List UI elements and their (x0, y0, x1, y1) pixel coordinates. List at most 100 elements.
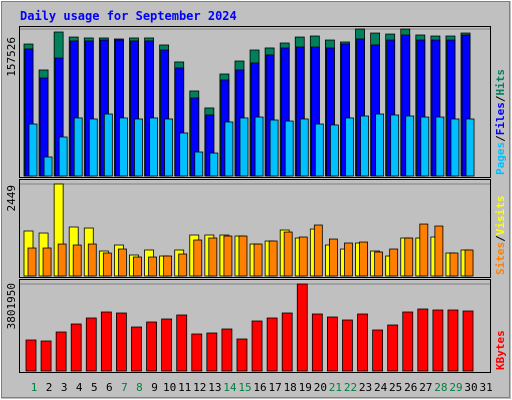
bar (465, 118, 475, 177)
x-tick-label: 30 (464, 381, 477, 394)
bar (236, 338, 248, 372)
bar (164, 118, 174, 177)
bar (357, 313, 368, 372)
bar (326, 316, 338, 372)
bar (417, 308, 429, 372)
legend-entry: Visits (494, 196, 507, 236)
x-tick-label: 31 (479, 381, 492, 394)
x-tick-label: 11 (178, 381, 191, 394)
bar (103, 113, 113, 177)
bar (43, 156, 53, 177)
bar (88, 118, 98, 177)
x-tick-label: 3 (61, 381, 68, 394)
bar (176, 314, 188, 372)
x-tick-label: 8 (136, 381, 143, 394)
legend: Pages/Files/Hits (494, 69, 507, 175)
bar (27, 247, 37, 277)
bar (73, 117, 83, 177)
x-tick-label: 18 (284, 381, 297, 394)
bar (435, 116, 445, 177)
bar (118, 248, 127, 277)
bar (178, 253, 188, 277)
bar (345, 117, 354, 177)
x-tick-label: 13 (208, 381, 221, 394)
y-tick-label: 2449 (5, 185, 18, 212)
bar (58, 136, 68, 177)
bar (131, 326, 142, 372)
x-tick-label: 23 (359, 381, 372, 394)
bar (179, 132, 189, 177)
bar (299, 118, 309, 177)
bar (40, 340, 52, 372)
x-tick-label: 4 (76, 381, 83, 394)
bar (133, 256, 142, 277)
bar (191, 333, 203, 372)
x-tick-label: 24 (374, 381, 388, 394)
bar (209, 152, 219, 177)
x-tick-label: 20 (314, 381, 327, 394)
x-tick-label: 25 (389, 381, 402, 394)
bar (254, 116, 264, 177)
bar (402, 311, 414, 372)
bar (314, 123, 324, 177)
bar (206, 332, 218, 372)
bar (387, 324, 399, 372)
bar (268, 240, 278, 277)
legend-separator: / (494, 135, 507, 142)
bar (87, 243, 97, 277)
bar (251, 320, 263, 372)
x-tick-label: 7 (121, 381, 128, 394)
bar (311, 313, 323, 372)
bar (405, 115, 415, 177)
bar (193, 239, 203, 277)
chart-title: Daily usage for September 2024 (20, 9, 237, 23)
x-tick-label: 5 (91, 381, 98, 394)
x-tick-label: 6 (106, 381, 113, 394)
bar (28, 123, 38, 177)
bar (148, 256, 157, 277)
bar (238, 235, 248, 277)
bar (194, 151, 204, 177)
x-tick-label: 2 (46, 381, 53, 394)
legend-entry: Hits (494, 69, 507, 96)
x-tick-label: 22 (344, 381, 357, 394)
legend-entry: KBytes (494, 330, 507, 370)
bar (359, 241, 368, 277)
bar (269, 119, 279, 177)
bar (134, 118, 143, 177)
bar (450, 118, 460, 177)
bar (149, 117, 158, 177)
x-tick-label: 21 (329, 381, 342, 394)
x-tick-label: 14 (223, 381, 237, 394)
bar (390, 114, 400, 177)
bar (281, 312, 293, 372)
bar (342, 319, 353, 372)
bar (329, 124, 339, 177)
bar (102, 252, 112, 277)
bar (374, 251, 384, 277)
x-tick-label: 1 (31, 381, 38, 394)
bar (284, 120, 294, 177)
legend-entry: Pages (494, 142, 507, 175)
bar (298, 236, 308, 277)
bar (447, 309, 459, 372)
x-tick-label: 29 (449, 381, 462, 394)
bar (161, 318, 173, 372)
x-tick-label: 16 (253, 381, 266, 394)
bar (239, 117, 249, 177)
bar (42, 247, 52, 277)
bar (208, 237, 218, 277)
bar (389, 248, 399, 277)
bar (100, 311, 112, 372)
bar (462, 310, 474, 372)
bar (313, 224, 323, 277)
legend-separator: / (494, 95, 507, 102)
bar (266, 317, 278, 372)
bar (146, 321, 157, 372)
x-tick-label: 17 (268, 381, 281, 394)
bar (432, 309, 444, 372)
bar (404, 237, 414, 277)
